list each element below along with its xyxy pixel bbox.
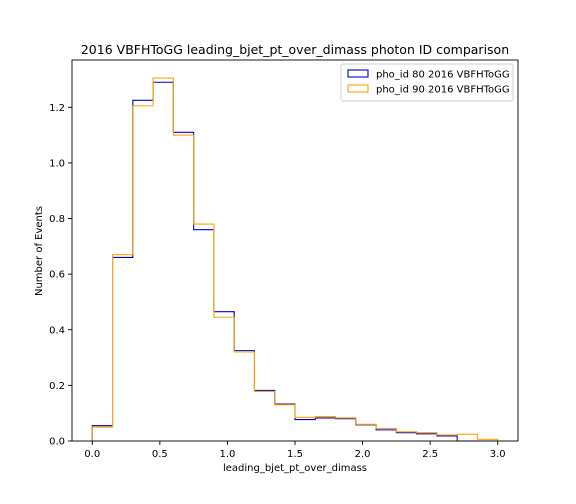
y-tick-label: 0.0 xyxy=(49,437,65,448)
legend-swatch xyxy=(347,69,369,78)
x-tick-label: 0.0 xyxy=(84,449,100,460)
x-axis-label: leading_bjet_pt_over_dimass xyxy=(223,463,367,474)
series-step-line-2 xyxy=(91,77,499,441)
series-step-line-1 xyxy=(91,81,498,442)
legend-label: pho_id 90 2016 VBFHToGG xyxy=(376,85,510,96)
chart-title: 2016 VBFHToGG leading_bjet_pt_over_dimas… xyxy=(81,42,509,57)
legend: pho_id 80 2016 VBFHToGG pho_id 90 2016 VB… xyxy=(340,63,514,102)
legend-label: pho_id 80 2016 VBFHToGG xyxy=(376,70,510,81)
y-tick-label: 0.2 xyxy=(49,381,65,392)
x-tick-label: 0.5 xyxy=(152,449,168,460)
y-tick-label: 0.4 xyxy=(49,325,65,336)
x-tick-label: 2.0 xyxy=(355,449,371,460)
y-axis-label: Number of Events xyxy=(34,206,45,296)
x-tick-label: 2.5 xyxy=(422,449,438,460)
legend-box xyxy=(340,63,514,102)
y-tick-label: 0.6 xyxy=(49,270,65,281)
y-tick-label: 0.8 xyxy=(49,214,65,225)
legend-swatch xyxy=(347,84,369,93)
x-tick-label: 1.5 xyxy=(287,449,303,460)
x-tick-label: 3.0 xyxy=(490,449,506,460)
plot-frame xyxy=(71,59,519,442)
y-tick-label: 1.2 xyxy=(49,103,65,114)
plot-area: 0.0 0.5 1.0 1.5 2.0 2.5 3.0 0.0 0.2 0.4 0.6 0.8 1.0 1… xyxy=(49,59,519,460)
y-tick-label: 1.0 xyxy=(49,158,65,169)
x-tick-label: 1.0 xyxy=(219,449,235,460)
